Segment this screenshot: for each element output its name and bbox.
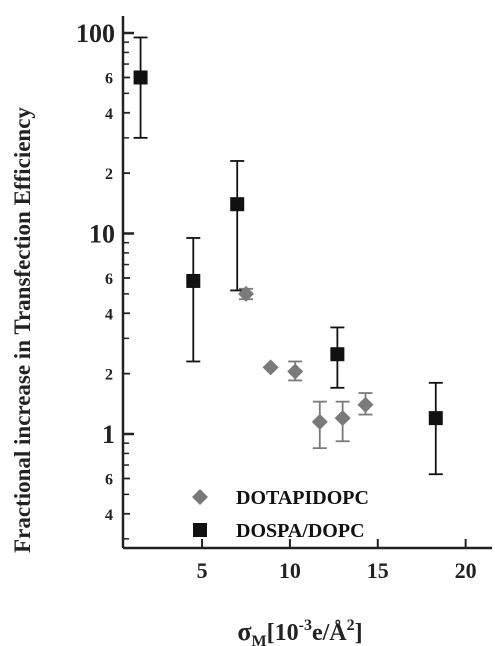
y-minor-tick-label: 6 (105, 471, 113, 488)
error-bars (133, 36, 443, 476)
y-minor-tick-label: 2 (105, 367, 113, 384)
y-minor-tick-label: 4 (105, 106, 113, 123)
axis-ticks: 5 10 15 20 1 10 100 4 6 2 4 6 2 4 6 (76, 19, 477, 583)
diamond-marker (334, 410, 351, 427)
x-axis-label-part: σ (237, 617, 251, 646)
data-points (133, 70, 443, 430)
diamond-marker (287, 363, 304, 380)
diamond-marker (238, 285, 254, 302)
legend-square-marker (193, 523, 207, 537)
legend-label: DOTAPIDOPC (236, 487, 369, 509)
x-tick-label: 20 (455, 558, 477, 583)
y-minor-tick-label: 6 (105, 70, 113, 87)
diamond-marker (357, 396, 374, 413)
x-axis-label-part: -3 (299, 617, 312, 634)
x-tick-label: 5 (197, 558, 208, 583)
x-axis-label-part: e/Å (312, 620, 347, 646)
plot-frame (121, 16, 492, 550)
square-marker (230, 197, 245, 212)
x-axis-label: σM[10-3e/Å2] (237, 617, 362, 646)
legend: DOTAPIDOPC DOSPA/DOPC (192, 487, 369, 542)
diamond-marker (262, 359, 279, 376)
x-axis-label-part: 2 (347, 617, 355, 634)
y-minor-tick-label: 6 (105, 271, 113, 288)
square-marker (330, 347, 345, 362)
legend-diamond-marker (192, 489, 208, 505)
x-tick-label: 10 (279, 558, 301, 583)
legend-label: DOSPA/DOPC (236, 520, 365, 542)
x-tick-label: 15 (367, 558, 389, 583)
square-marker (133, 70, 148, 85)
y-major-tick-label: 1 (102, 420, 115, 449)
y-axis-label: Fractional increase in Transfection Effi… (10, 107, 35, 553)
x-axis-label-part: [10 (267, 620, 299, 646)
y-minor-tick-label: 4 (105, 306, 113, 323)
y-major-tick-label: 10 (89, 220, 115, 249)
y-minor-tick-label: 4 (105, 507, 113, 524)
y-minor-tick-label: 2 (105, 166, 113, 183)
x-axis-label-part: ] (355, 620, 363, 646)
square-marker (186, 273, 201, 288)
diamond-marker (311, 413, 328, 430)
x-axis-label-part: M (252, 633, 267, 646)
y-major-tick-label: 100 (76, 19, 115, 48)
square-marker (428, 411, 443, 426)
